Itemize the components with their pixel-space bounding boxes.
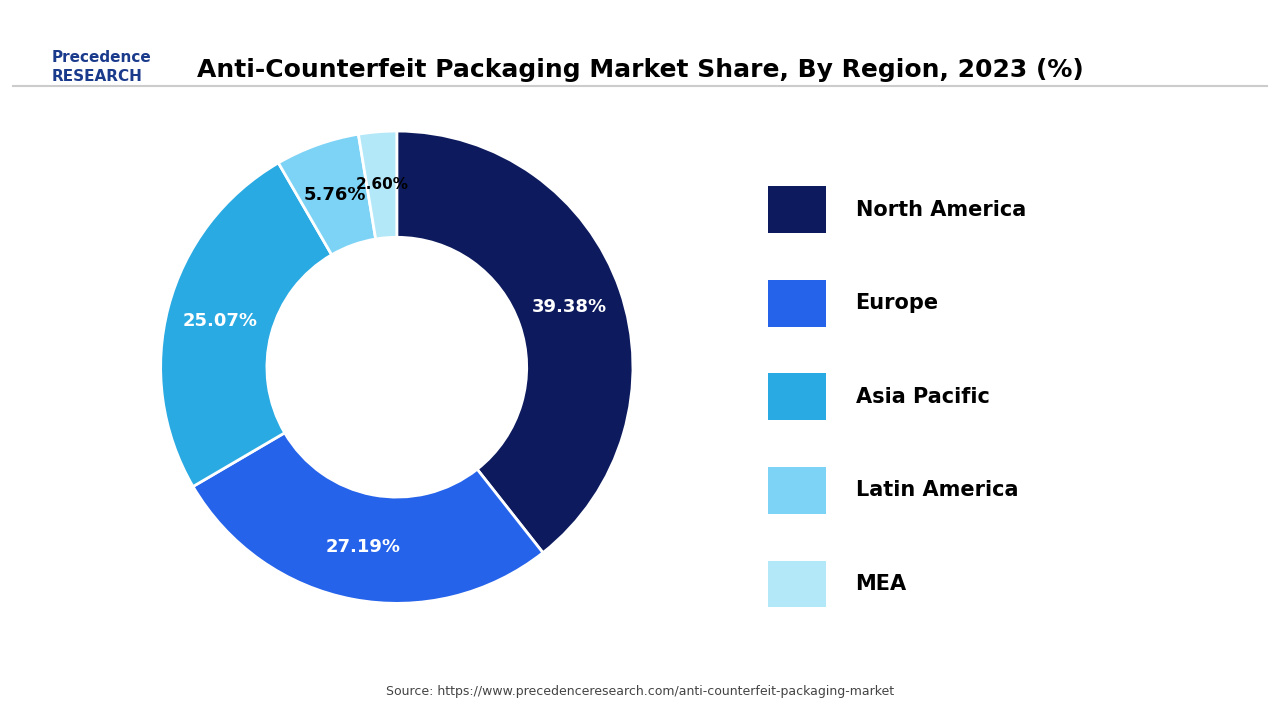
Text: Precedence
RESEARCH: Precedence RESEARCH bbox=[51, 50, 151, 84]
Wedge shape bbox=[193, 433, 543, 603]
Text: 25.07%: 25.07% bbox=[182, 312, 257, 330]
Text: Latin America: Latin America bbox=[855, 480, 1018, 500]
Text: 27.19%: 27.19% bbox=[325, 538, 401, 556]
Text: Source: https://www.precedenceresearch.com/anti-counterfeit-packaging-market: Source: https://www.precedenceresearch.c… bbox=[387, 685, 893, 698]
Text: Europe: Europe bbox=[855, 293, 938, 313]
Wedge shape bbox=[278, 134, 375, 255]
Text: North America: North America bbox=[855, 199, 1025, 220]
Wedge shape bbox=[397, 131, 632, 553]
Text: 5.76%: 5.76% bbox=[303, 186, 366, 204]
Text: Anti-Counterfeit Packaging Market Share, By Region, 2023 (%): Anti-Counterfeit Packaging Market Share,… bbox=[197, 58, 1083, 81]
FancyBboxPatch shape bbox=[768, 373, 827, 420]
Text: Asia Pacific: Asia Pacific bbox=[855, 387, 989, 407]
FancyBboxPatch shape bbox=[768, 280, 827, 326]
Wedge shape bbox=[358, 131, 397, 239]
FancyBboxPatch shape bbox=[768, 467, 827, 514]
Text: MEA: MEA bbox=[855, 574, 906, 594]
Text: 2.60%: 2.60% bbox=[356, 177, 408, 192]
Wedge shape bbox=[161, 163, 332, 487]
FancyBboxPatch shape bbox=[768, 560, 827, 607]
FancyBboxPatch shape bbox=[768, 186, 827, 233]
Text: 39.38%: 39.38% bbox=[532, 298, 607, 316]
